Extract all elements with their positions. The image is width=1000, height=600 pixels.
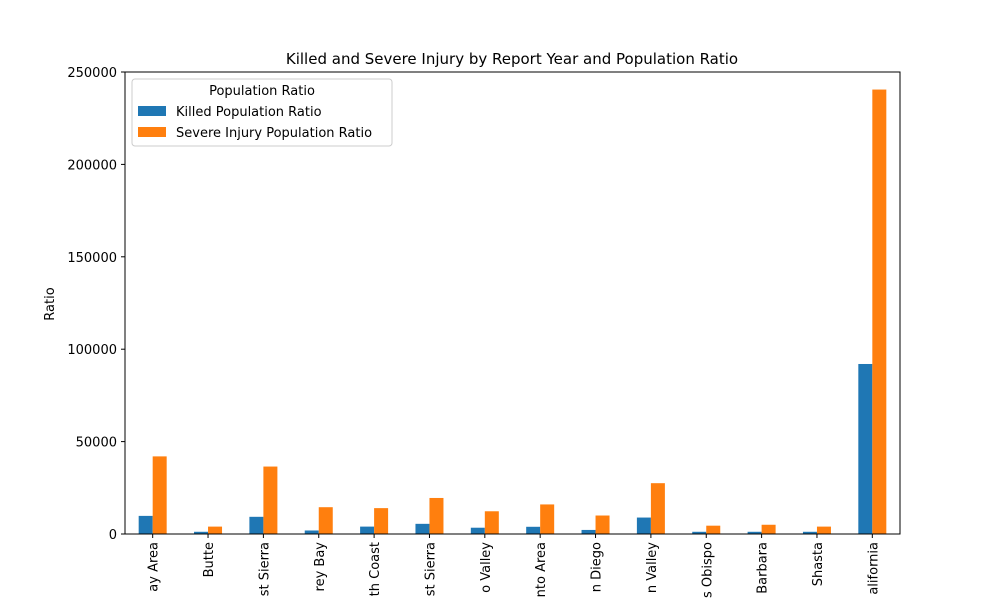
- bar-severe-injury-7: [540, 504, 555, 534]
- bar-severe-injury-9: [650, 483, 665, 534]
- y-tick-label-0: 0: [109, 528, 117, 543]
- bar-severe-injury-10: [706, 525, 721, 534]
- bar-killed-0: [138, 515, 153, 534]
- bar-severe-injury-2: [263, 466, 278, 534]
- legend-swatch-killed: [138, 106, 166, 116]
- bar-killed-9: [636, 517, 651, 534]
- bar-killed-11: [747, 531, 762, 534]
- x-tick-label-10: s Obispo: [700, 542, 715, 598]
- x-tick-label-13: alifornia: [866, 542, 881, 595]
- x-tick-label-1: Butte: [202, 542, 217, 577]
- bar-killed-8: [581, 529, 596, 534]
- x-tick-label-6: o Valley: [479, 542, 494, 593]
- x-tick-label-2: st Sierra: [257, 542, 272, 596]
- x-tick-label-9: n Valley: [645, 542, 660, 593]
- x-tick-label-8: n Diego: [590, 542, 605, 592]
- legend-label-killed: Killed Population Ratio: [176, 105, 322, 120]
- bar-severe-injury-5: [429, 497, 444, 534]
- y-tick-label-4: 200000: [67, 158, 117, 173]
- bar-killed-7: [526, 526, 541, 534]
- bar-killed-4: [360, 526, 375, 534]
- x-axis-ticks: ay Area Butte st Sierra rey Bay th Coast st S…: [147, 534, 881, 598]
- x-tick-label-4: th Coast: [368, 542, 383, 596]
- bar-killed-10: [692, 531, 707, 534]
- bar-severe-injury-6: [484, 511, 499, 534]
- bar-severe-injury-3: [318, 507, 333, 534]
- bar-killed-6: [470, 527, 485, 534]
- legend-box: [131, 78, 393, 147]
- bar-killed-3: [304, 530, 319, 534]
- legend-label-severe-injury: Severe Injury Population Ratio: [176, 126, 372, 141]
- plot-frame: [124, 71, 901, 535]
- y-tick-label-5: 250000: [67, 66, 117, 81]
- bar-severe-injury-12: [816, 526, 831, 534]
- bar-killed-12: [802, 531, 817, 534]
- y-tick-label-1: 50000: [76, 436, 117, 451]
- bar-killed-13: [858, 363, 873, 534]
- y-axis-ticks: 0 50000 100000 150000 200000 250000: [67, 66, 125, 543]
- y-tick-label-2: 100000: [67, 343, 117, 358]
- legend: Population Ratio Killed Population Ratio…: [131, 78, 393, 147]
- x-tick-label-11: Barbara: [756, 542, 771, 594]
- x-tick-label-3: rey Bay: [313, 542, 328, 592]
- bar-killed-1: [194, 531, 209, 534]
- x-tick-label-5: st Sierra: [423, 542, 438, 596]
- bars-group: [138, 89, 887, 534]
- x-tick-label-7: nto Area: [534, 542, 549, 597]
- bar-severe-injury-4: [374, 508, 389, 534]
- y-axis-label: Ratio: [43, 287, 58, 320]
- x-tick-label-12: Shasta: [811, 542, 826, 586]
- bar-severe-injury-0: [152, 456, 167, 534]
- bar-killed-5: [415, 523, 430, 534]
- bar-severe-injury-13: [872, 89, 887, 534]
- bar-severe-injury-1: [208, 526, 223, 534]
- bar-severe-injury-11: [761, 524, 776, 534]
- chart-title: Killed and Severe Injury by Report Year …: [286, 50, 738, 68]
- bar-killed-2: [249, 516, 264, 534]
- legend-title: Population Ratio: [209, 84, 315, 99]
- bar-severe-injury-8: [595, 515, 610, 534]
- legend-swatch-severe-injury: [138, 127, 166, 137]
- y-tick-label-3: 150000: [67, 251, 117, 266]
- x-tick-label-0: ay Area: [147, 542, 162, 592]
